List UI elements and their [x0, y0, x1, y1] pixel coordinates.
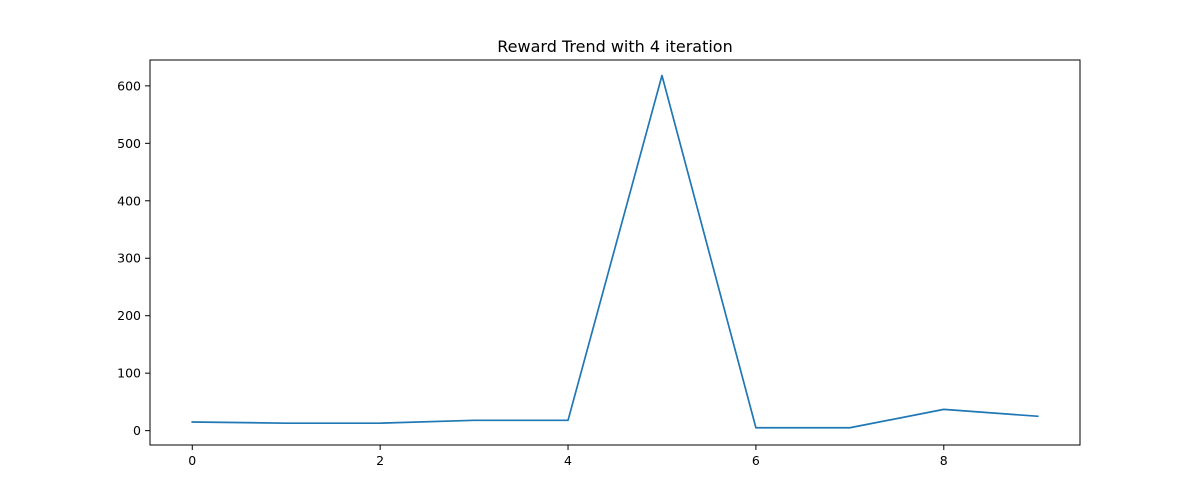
x-tick-label: 8 — [940, 453, 948, 468]
x-tick-label: 2 — [376, 453, 384, 468]
y-tick-label: 600 — [117, 78, 141, 93]
y-axis-ticks: 0 100 200 300 400 500 600 — [117, 78, 150, 438]
y-tick-label: 500 — [117, 136, 141, 151]
y-tick-label: 300 — [117, 251, 141, 266]
y-tick-label: 400 — [117, 193, 141, 208]
x-tick-label: 6 — [752, 453, 760, 468]
series-layer — [191, 74, 1039, 429]
x-tick-label: 4 — [564, 453, 572, 468]
y-tick-label: 200 — [117, 308, 141, 323]
plot-frame — [149, 59, 1081, 446]
series-line-0 — [191, 74, 1039, 429]
chart-title: Reward Trend with 4 iteration — [497, 37, 732, 56]
y-tick-label: 0 — [133, 423, 141, 438]
x-axis-ticks: 0 2 4 6 8 — [188, 445, 948, 468]
y-tick-label: 100 — [117, 366, 141, 381]
x-tick-label: 0 — [188, 453, 196, 468]
